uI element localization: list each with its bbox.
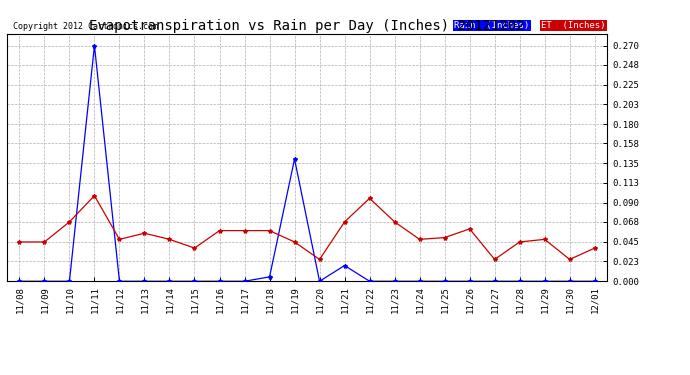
Text: Copyright 2012 Cartronics.com: Copyright 2012 Cartronics.com (13, 22, 158, 31)
Text: ET  (Inches): ET (Inches) (542, 21, 606, 30)
Text: Rain  (Inches): Rain (Inches) (454, 21, 529, 30)
Title: Evapotranspiration vs Rain per Day (Inches) 20121202: Evapotranspiration vs Rain per Day (Inch… (89, 19, 525, 33)
